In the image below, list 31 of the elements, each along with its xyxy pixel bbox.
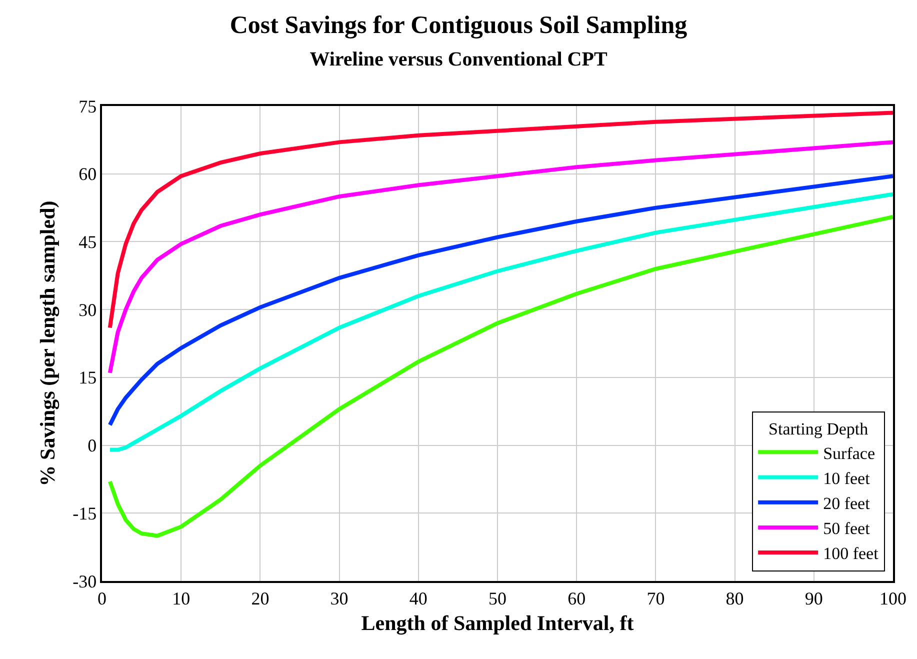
line-series (108, 140, 893, 375)
y-tick-label: 60 (78, 164, 97, 184)
y-tick-label: 15 (78, 368, 97, 388)
x-tick-label: 80 (726, 588, 744, 608)
y-axis-title: % Savings (per length sampled) (35, 200, 60, 486)
y-tick-label: -30 (72, 571, 97, 592)
legend-label: 100 feet (823, 544, 879, 564)
x-tick-label: 30 (330, 588, 348, 608)
legend-title: Starting Depth (768, 420, 869, 439)
y-tick-label: -15 (72, 503, 97, 524)
legend-label: Surface (823, 444, 876, 463)
y-tick-label: 45 (78, 232, 97, 252)
legend-label: 20 feet (823, 494, 870, 513)
x-tick-label: 40 (409, 588, 428, 608)
y-tick-label: 0 (88, 436, 97, 456)
legend-label: 10 feet (823, 468, 870, 488)
x-tick-label: 70 (646, 588, 665, 608)
x-tick-label: 50 (488, 588, 506, 608)
chart-title: Cost Savings for Contiguous Soil Sampling (230, 12, 688, 39)
y-tick-label: 75 (78, 96, 97, 116)
legend-label: 50 feet (823, 519, 870, 538)
line-series (108, 214, 893, 538)
x-tick-label: 10 (172, 588, 190, 608)
x-tick-label: 100 (880, 588, 906, 608)
x-axis-title: Length of Sampled Interval, ft (361, 611, 634, 636)
x-tick-label: 20 (251, 588, 270, 608)
y-tick-label: 30 (78, 300, 97, 320)
x-tick-label: 90 (804, 588, 823, 608)
x-tick-label: 60 (568, 588, 586, 608)
line-series (108, 110, 893, 330)
chart-subtitle: Wireline versus Conventional CPT (310, 48, 608, 70)
